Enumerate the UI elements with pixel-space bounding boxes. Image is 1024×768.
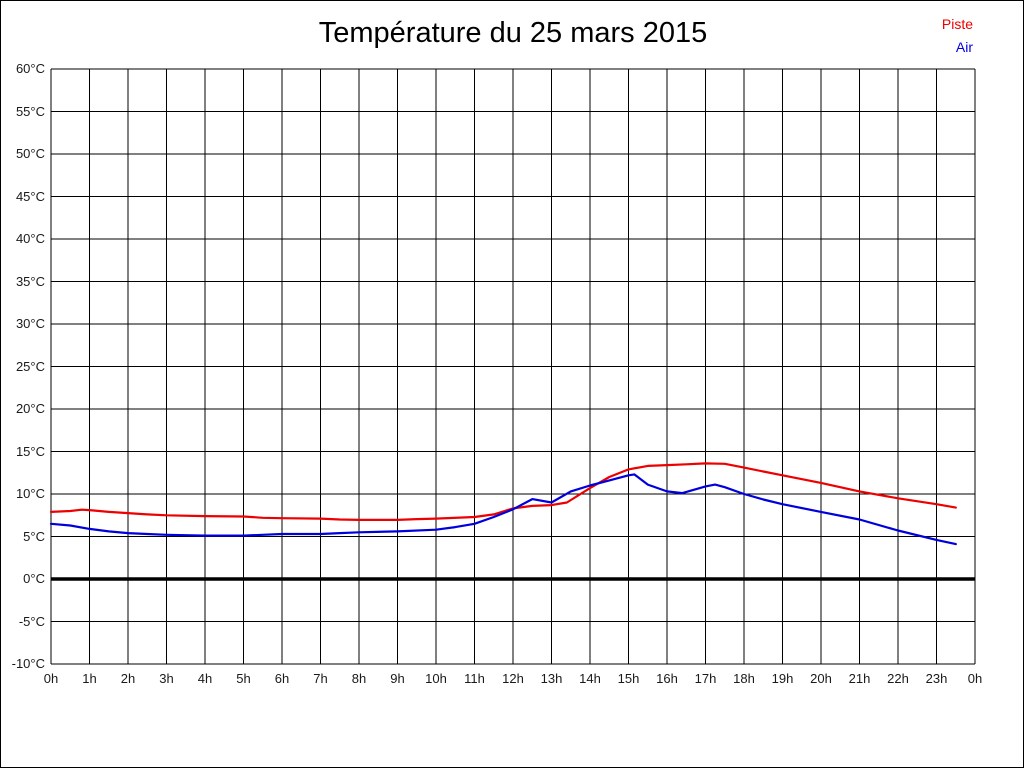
x-tick-label: 0h [967, 671, 983, 686]
x-tick-label: 14h [579, 671, 601, 686]
x-tick-label: 11h [464, 671, 485, 686]
x-tick-label: 2h [120, 671, 136, 686]
chart-title: Température du 25 mars 2015 [318, 17, 708, 49]
x-tick-label: 1h [82, 671, 97, 686]
x-tick-label: 6h [274, 671, 290, 686]
x-tick-label: 19h [771, 671, 794, 686]
y-tick-label: 10°C [15, 486, 45, 501]
y-tick-label: 35°C [15, 273, 45, 289]
x-tick-label: 0h [43, 671, 59, 686]
y-tick-label: 50°C [15, 146, 45, 161]
y-tick-label: 15°C [15, 443, 45, 459]
x-tick-label: 10h [425, 671, 447, 686]
y-tick-label: 0°C [23, 571, 45, 586]
y-tick-label: 60°C [15, 61, 45, 76]
x-tick-label: 3h [159, 671, 174, 686]
x-tick-label: 18h [733, 671, 755, 686]
legend-item-piste: Piste [941, 16, 973, 32]
x-tick-label: 15h [617, 671, 640, 686]
x-tick-label: 17h [694, 671, 717, 686]
x-tick-label: 7h [313, 671, 328, 686]
y-tick-label: 40°C [15, 231, 45, 246]
x-tick-label: 4h [197, 671, 213, 686]
x-tick-label: 8h [351, 671, 367, 686]
y-tick-label: 55°C [15, 103, 45, 119]
chart-legend: Piste Air [853, 13, 973, 59]
legend-item-air: Air [955, 39, 973, 55]
x-tick-label: 9h [390, 671, 405, 686]
y-tick-label: 25°C [15, 358, 45, 374]
air-line [49, 473, 957, 546]
x-tick-label: 12h [502, 671, 524, 686]
y-tick-label: 45°C [15, 188, 45, 204]
x-tick-label: 5h [236, 671, 251, 686]
y-tick-label: 5°C [23, 528, 45, 544]
y-tick-label: 30°C [15, 316, 45, 331]
x-tick-label: 21h [848, 671, 871, 686]
x-tick-label: 13h [540, 671, 563, 686]
piste-line [49, 462, 957, 522]
y-tick-label: -5°C [18, 613, 45, 629]
x-tick-label: 22h [887, 671, 909, 686]
x-tick-label: 23h [925, 671, 948, 686]
x-tick-label: 16h [656, 671, 678, 686]
y-tick-label: -10°C [11, 656, 45, 671]
y-tick-label: 20°C [15, 401, 45, 416]
x-tick-label: 20h [810, 671, 832, 686]
